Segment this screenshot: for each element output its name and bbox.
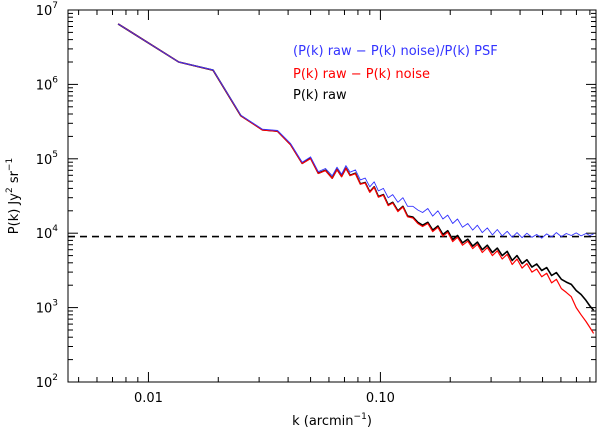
legend: (P(k) raw − P(k) noise)/P(k) PSF P(k) raw… <box>293 44 498 103</box>
x-axis-label-main: k (arcmin <box>292 414 353 429</box>
legend-entry-1: P(k) raw − P(k) noise <box>293 67 430 82</box>
x-axis-label-sup: −1 <box>354 412 367 422</box>
y-tick-label: 103 <box>36 299 58 317</box>
y-axis-label-mid: sr <box>7 170 22 187</box>
legend-entry-0: (P(k) raw − P(k) noise)/P(k) PSF <box>293 44 498 59</box>
y-tick-label-base: 10 <box>36 4 53 19</box>
y-tick-label-exp: 6 <box>52 75 58 85</box>
y-tick-label-exp: 2 <box>52 373 58 383</box>
x-axis-label: k (arcmin−1) <box>292 412 372 429</box>
y-tick-label-base: 10 <box>36 153 53 168</box>
series-line-1 <box>117 23 595 334</box>
x-axis-label-close: ) <box>367 414 372 429</box>
x-tick-labels: 0.01 0.10 <box>134 391 395 406</box>
y-tick-label: 106 <box>36 75 59 93</box>
y-tick-label-exp: 3 <box>52 299 58 309</box>
y-tick-label: 104 <box>36 224 59 242</box>
y-axis-label: P(k) Jy2 sr−1 <box>5 158 22 234</box>
y-axis-label-sup2: −1 <box>5 158 15 171</box>
y-tick-label-exp: 7 <box>52 1 58 11</box>
y-tick-label-exp: 5 <box>52 150 58 160</box>
minor-ticks <box>68 10 596 382</box>
y-tick-label: 105 <box>36 150 58 168</box>
y-tick-label: 102 <box>36 373 58 391</box>
series-line-2 <box>117 23 594 239</box>
y-tick-label: 107 <box>36 1 58 19</box>
y-axis-label-sup1: 2 <box>5 187 15 193</box>
y-tick-label-base: 10 <box>36 78 53 93</box>
y-tick-label-exp: 4 <box>52 224 58 234</box>
y-tick-label-base: 10 <box>36 227 53 242</box>
series-lines <box>117 23 595 334</box>
y-tick-label-base: 10 <box>36 302 53 317</box>
y-axis-label-main: P(k) Jy <box>7 193 22 234</box>
plot-frame <box>67 9 597 383</box>
x-tick-label: 0.10 <box>366 391 395 406</box>
legend-entry-2: P(k) raw <box>293 88 347 103</box>
y-tick-label-base: 10 <box>36 376 53 391</box>
x-tick-label: 0.01 <box>134 391 163 406</box>
